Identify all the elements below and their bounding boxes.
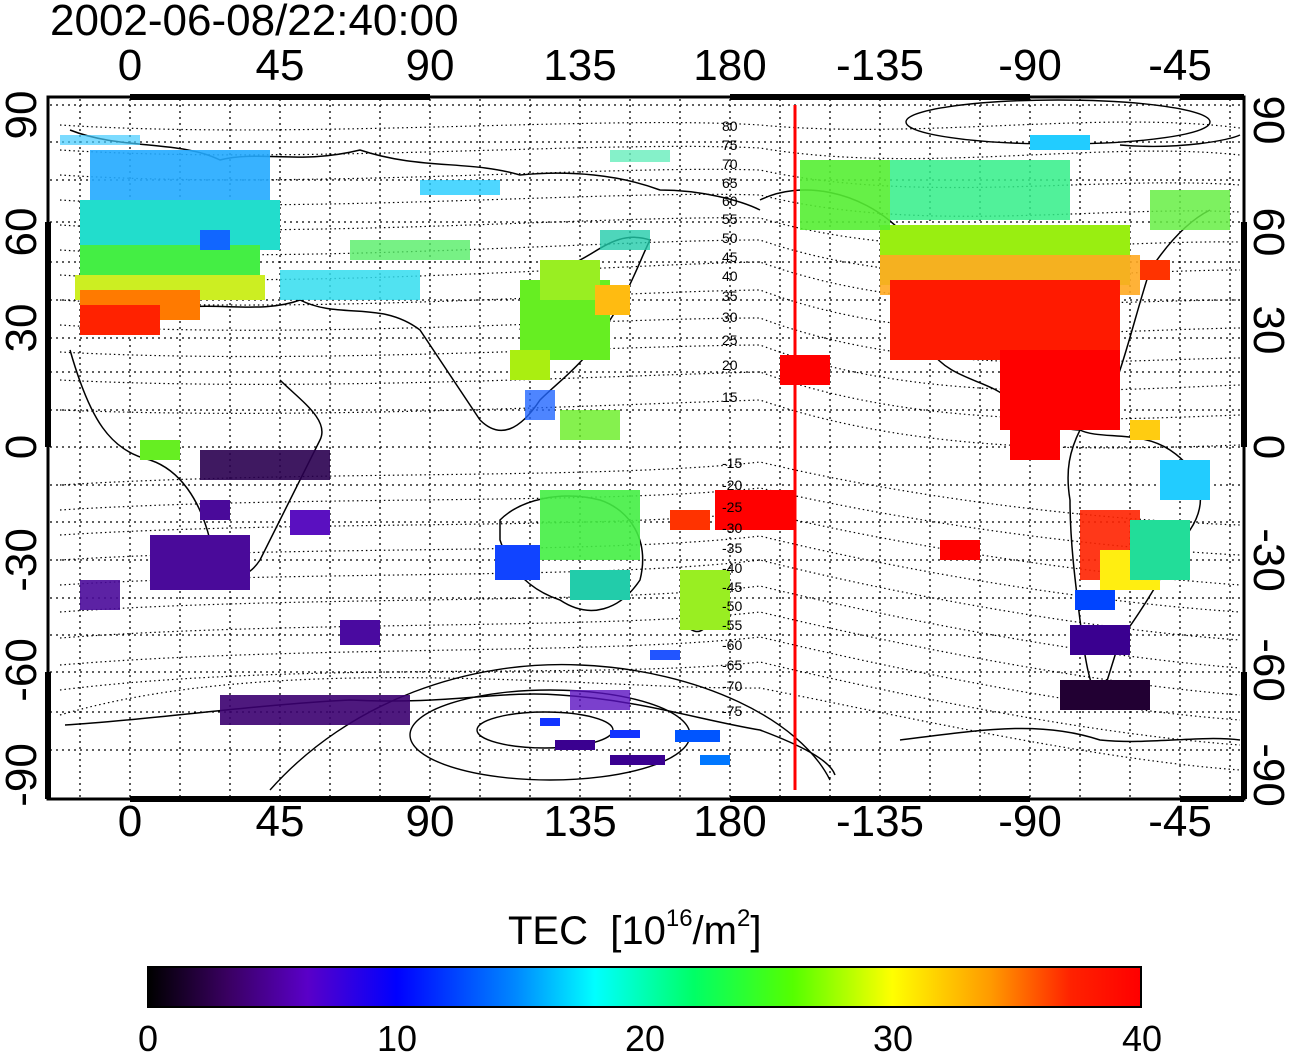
contour-label: -55 (722, 617, 742, 633)
colorbar-unit-end: ] (750, 909, 762, 953)
contour-label: -45 (722, 579, 742, 595)
contour-label: 65 (722, 175, 738, 191)
bottom-lon-tick: -90 (998, 797, 1062, 846)
colorbar-tick: 40 (1121, 1018, 1163, 1059)
tec-data-africa (80, 440, 330, 610)
contour-label: -30 (722, 520, 742, 536)
tec-data-australia (495, 355, 830, 630)
contour-label: 15 (722, 389, 738, 405)
contour-label: -35 (722, 540, 742, 556)
bottom-lon-tick: 135 (543, 797, 617, 846)
bottom-lon-tick: -135 (835, 797, 925, 846)
tec-data-antarctica (220, 620, 730, 765)
colorbar-tick: 20 (624, 1018, 666, 1059)
colorbar-tick: 30 (872, 1018, 914, 1059)
contour-label: -75 (722, 703, 742, 719)
contour-label: -20 (722, 477, 742, 493)
bottom-lon-tick: 90 (405, 797, 455, 846)
contour-label: -15 (722, 455, 742, 471)
colorbar-unit-exp2: 2 (736, 905, 751, 932)
contour-label: -60 (722, 637, 742, 653)
contour-label: 30 (722, 309, 738, 325)
colorbar-label: TEC [1016/m2] (508, 905, 761, 954)
tec-data-north-america (800, 135, 1230, 560)
top-lon-tick: 90 (405, 41, 455, 90)
contour-label: 75 (722, 137, 738, 153)
colorbar-quantity: TEC (508, 909, 588, 953)
contour-label: -70 (722, 678, 742, 694)
colorbar-tick: 10 (376, 1018, 418, 1059)
tec-data-south-america (1060, 420, 1210, 710)
bottom-lon-tick: -45 (1148, 797, 1212, 846)
map-frame (46, 95, 1246, 801)
axis-bars (45, 94, 1247, 802)
colorbar-unit-base: [10 (610, 909, 666, 953)
top-lon-tick: -135 (835, 41, 925, 90)
contour-label: 50 (722, 230, 738, 246)
top-lon-tick: 180 (693, 41, 767, 90)
colorbar-unit-exp: 16 (665, 905, 693, 932)
contour-labels: 80 75 70 65 60 55 50 45 40 35 30 25 20 1… (722, 118, 742, 719)
contour-label: 80 (722, 118, 738, 134)
tec-data-europe (60, 135, 500, 335)
contour-label: -40 (722, 560, 742, 576)
contour-label: 60 (722, 193, 738, 209)
contour-label: 20 (722, 357, 738, 373)
top-lon-tick: -45 (1148, 41, 1212, 90)
contour-label: 55 (722, 211, 738, 227)
contour-label: 40 (722, 268, 738, 284)
top-lon-tick: 135 (543, 41, 617, 90)
bottom-lon-tick: 180 (693, 797, 767, 846)
map-title: 2002-06-08/22:40:00 (50, 0, 459, 45)
contour-label: 25 (722, 332, 738, 348)
contour-label: -25 (722, 499, 742, 515)
top-lon-tick: 0 (117, 41, 143, 90)
bottom-lon-tick: 0 (117, 797, 143, 846)
top-lon-tick: -90 (998, 41, 1062, 90)
colorbar-tick: 0 (137, 1018, 159, 1059)
tec-data-asia (510, 150, 670, 440)
bottom-lon-tick: 45 (255, 797, 305, 846)
contour-label: -50 (722, 598, 742, 614)
colorbar-unit-mid: /m (692, 909, 737, 953)
colorbar (147, 966, 1142, 1008)
top-lon-tick: 45 (255, 41, 305, 90)
contour-label: 35 (722, 288, 738, 304)
contour-label: 70 (722, 156, 738, 172)
contour-label: 45 (722, 249, 738, 265)
contour-label: -65 (722, 657, 742, 673)
